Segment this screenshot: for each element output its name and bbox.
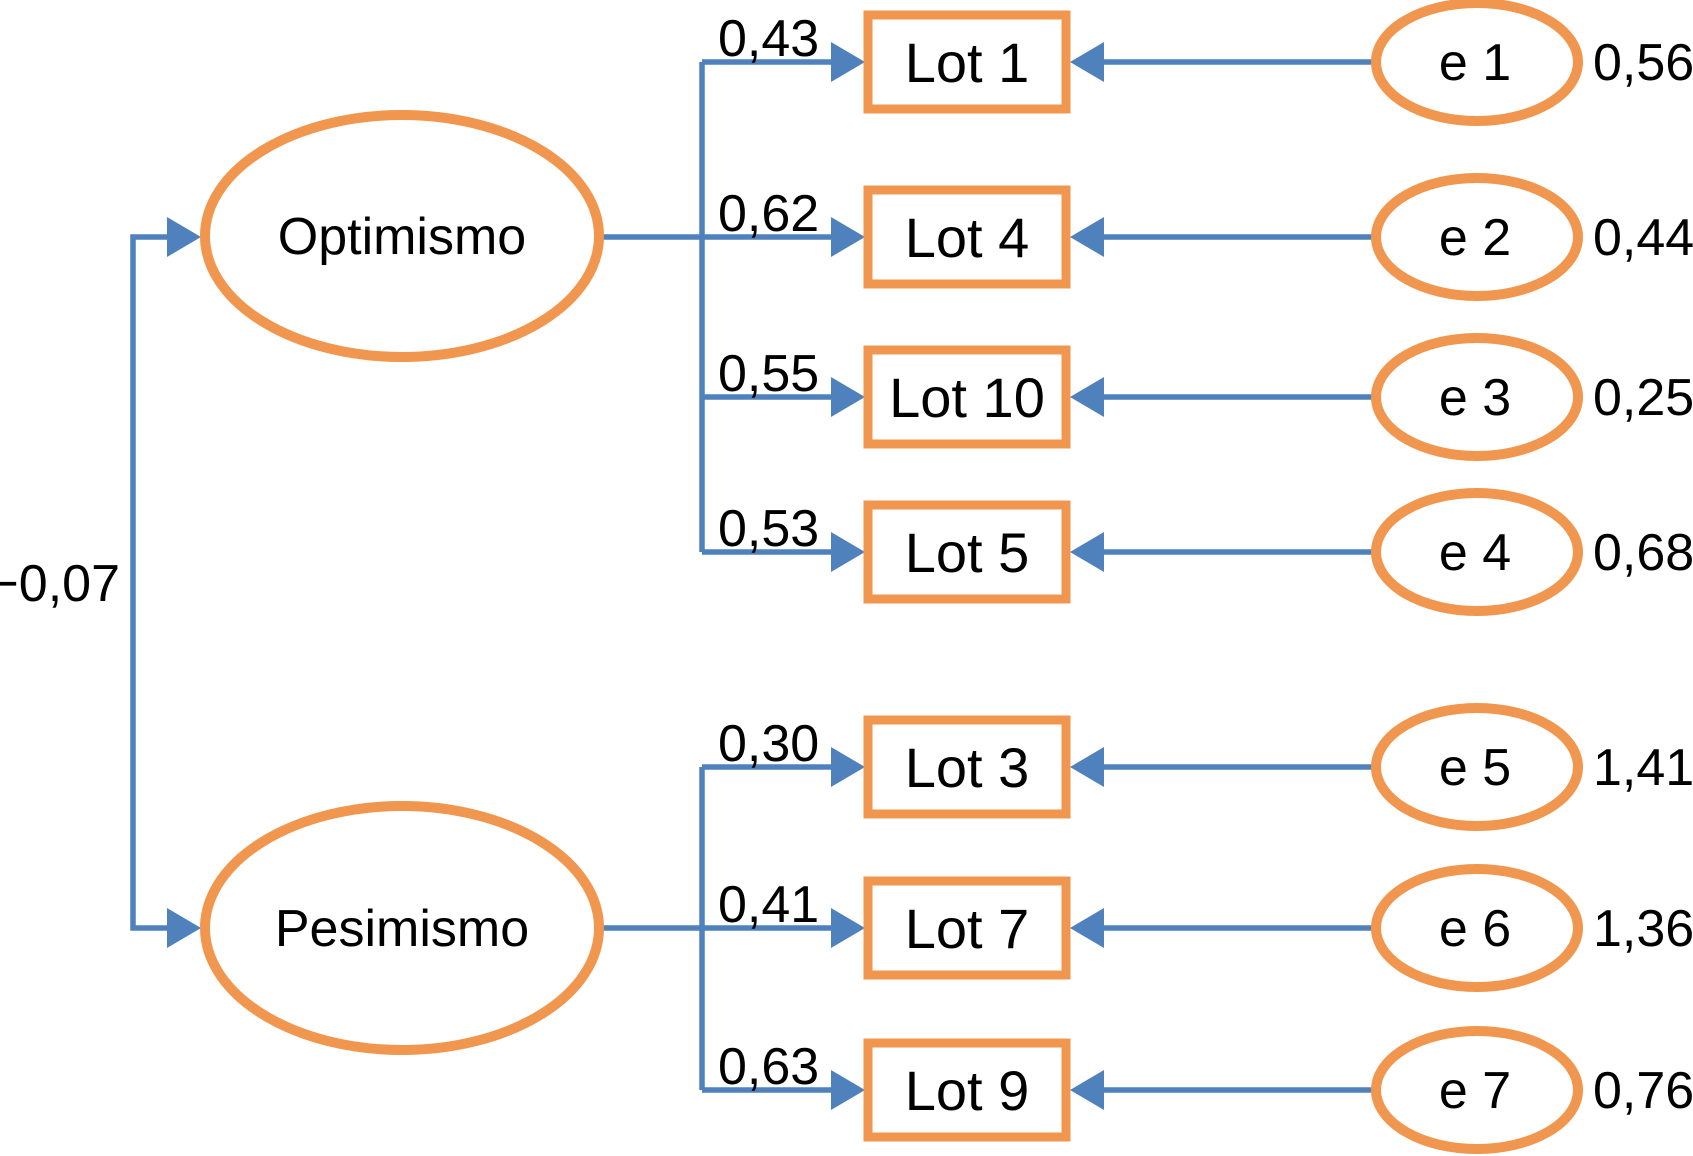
loading-label: 0,53 xyxy=(718,500,819,558)
loading-label: 0,41 xyxy=(718,876,819,934)
arrowhead-icon xyxy=(1070,1070,1104,1110)
arrowhead-icon xyxy=(831,217,865,257)
indicator-box xyxy=(863,185,1071,289)
loading-label: 0,43 xyxy=(718,10,819,68)
error-label: e 2 xyxy=(1439,209,1511,267)
error-ellipse xyxy=(1371,1026,1583,1154)
covariance-path: −0,07 xyxy=(0,217,201,948)
measurement-row: 0,55 Lot 10 e 3 0,25 xyxy=(702,333,1693,461)
indicator-box xyxy=(863,715,1071,819)
factor-label: Pesimismo xyxy=(275,900,529,958)
error-variance-label: 0,56 xyxy=(1593,34,1693,92)
arrowhead-icon xyxy=(1070,532,1104,572)
error-ellipse xyxy=(1371,488,1583,616)
factor-ellipse xyxy=(200,801,604,1055)
arrowhead-icon xyxy=(831,42,865,82)
arrowhead-icon xyxy=(831,377,865,417)
error-variance-label: 1,41 xyxy=(1593,739,1693,797)
measurement-row: 0,62 Lot 4 e 2 0,44 xyxy=(718,173,1693,301)
indicator-box xyxy=(863,1038,1071,1142)
error-ellipse xyxy=(1371,333,1583,461)
arrowhead-icon xyxy=(1070,747,1104,787)
measurement-row: 0,43 Lot 1 e 1 0,56 xyxy=(702,0,1693,126)
loading-label: 0,55 xyxy=(718,345,819,403)
indicator-box xyxy=(863,10,1071,114)
arrowhead-icon xyxy=(831,532,865,572)
error-label: e 6 xyxy=(1439,900,1511,958)
error-label: e 1 xyxy=(1439,34,1511,92)
error-ellipse xyxy=(1371,173,1583,301)
error-variance-label: 1,36 xyxy=(1593,900,1693,958)
error-label: e 4 xyxy=(1439,524,1511,582)
indicator-label: Lot 5 xyxy=(905,521,1030,584)
factor-optimismo: Optimismo xyxy=(200,62,840,552)
measurement-row: 0,53 Lot 5 e 4 0,68 xyxy=(702,488,1693,616)
arrowhead-icon xyxy=(831,908,865,948)
loading-label: 0,62 xyxy=(718,185,819,243)
indicator-box xyxy=(863,876,1071,980)
indicator-label: Lot 10 xyxy=(889,366,1045,429)
factor-label: Optimismo xyxy=(278,208,526,266)
error-ellipse xyxy=(1371,0,1583,126)
error-ellipse xyxy=(1371,703,1583,831)
loading-label: 0,63 xyxy=(718,1038,819,1096)
error-variance-label: 0,76 xyxy=(1593,1062,1693,1120)
indicator-label: Lot 9 xyxy=(905,1059,1030,1122)
covariance-value: −0,07 xyxy=(0,555,120,613)
covariance-line xyxy=(130,234,176,931)
arrowhead-icon xyxy=(1070,42,1104,82)
arrowhead-icon xyxy=(167,908,201,948)
factor-ellipse xyxy=(200,110,604,362)
error-label: e 3 xyxy=(1439,369,1511,427)
error-label: e 5 xyxy=(1439,739,1511,797)
indicator-label: Lot 3 xyxy=(905,736,1030,799)
indicator-label: Lot 7 xyxy=(905,897,1030,960)
arrowhead-icon xyxy=(167,217,201,257)
arrowhead-icon xyxy=(831,747,865,787)
measurement-row: 0,63 Lot 9 e 7 0,76 xyxy=(702,1026,1693,1154)
indicator-box xyxy=(863,500,1071,604)
error-ellipse xyxy=(1371,864,1583,992)
error-variance-label: 0,25 xyxy=(1593,369,1693,427)
indicator-label: Lot 4 xyxy=(905,206,1030,269)
loading-label: 0,30 xyxy=(718,715,819,773)
indicator-box xyxy=(863,345,1071,449)
measurement-row: 0,30 Lot 3 e 5 1,41 xyxy=(702,703,1693,831)
error-variance-label: 0,44 xyxy=(1593,209,1693,267)
arrowhead-icon xyxy=(1070,377,1104,417)
arrowhead-icon xyxy=(1070,908,1104,948)
error-variance-label: 0,68 xyxy=(1593,524,1693,582)
factor-pesimismo: Pesimismo xyxy=(200,767,840,1090)
measurement-row: 0,41 Lot 7 e 6 1,36 xyxy=(718,864,1693,992)
indicator-label: Lot 1 xyxy=(905,31,1030,94)
arrowhead-icon xyxy=(831,1070,865,1110)
error-label: e 7 xyxy=(1439,1062,1511,1120)
arrowhead-icon xyxy=(1070,217,1104,257)
